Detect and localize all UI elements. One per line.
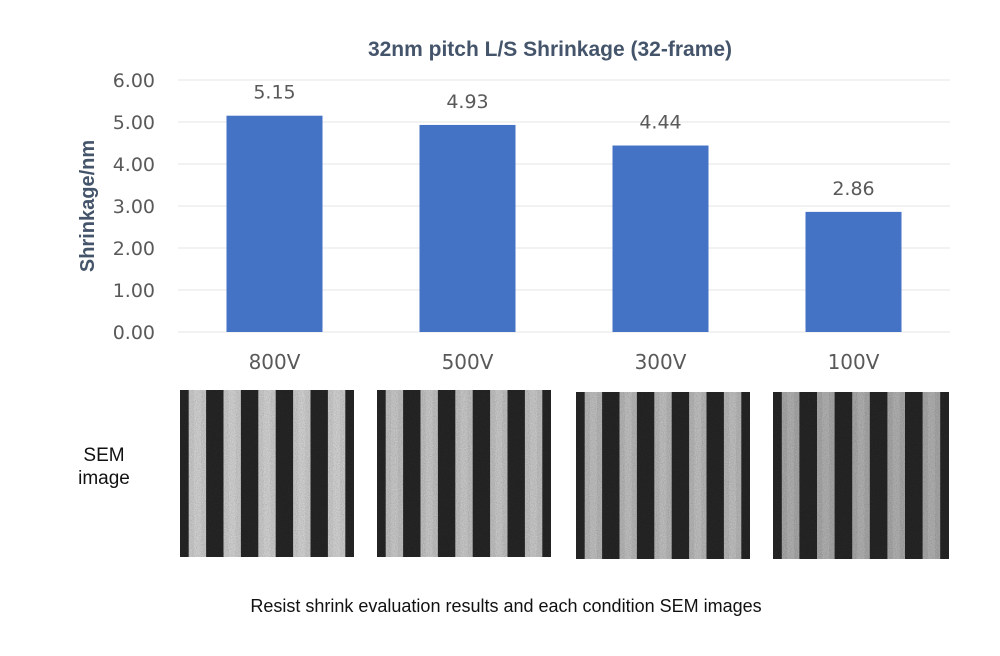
data-labels: 5.15 4.93 4.44 2.86 xyxy=(253,82,874,200)
bar-100v xyxy=(805,211,902,332)
bar-800v xyxy=(226,115,323,332)
y-axis-title: Shrinkage/nm xyxy=(77,140,99,272)
category-label: 800V xyxy=(249,350,301,374)
sem-image-500v xyxy=(377,390,551,557)
bars xyxy=(226,115,902,332)
data-label: 4.44 xyxy=(639,112,681,134)
y-tick-label: 0.00 xyxy=(113,322,155,344)
figure-caption: Resist shrink evaluation results and eac… xyxy=(250,596,761,616)
category-label: 300V xyxy=(635,350,687,374)
category-labels: 800V 500V 300V 100V xyxy=(249,350,880,374)
data-label: 2.86 xyxy=(832,178,874,200)
y-tick-label: 1.00 xyxy=(113,280,155,302)
sem-image-300v xyxy=(576,392,750,559)
chart-title: 32nm pitch L/S Shrinkage (32-frame) xyxy=(368,38,732,61)
sem-images xyxy=(180,390,949,559)
y-tick-label: 2.00 xyxy=(113,238,155,260)
y-tick-labels: 0.00 1.00 2.00 3.00 4.00 5.00 6.00 xyxy=(113,70,155,344)
sem-label-line2: image xyxy=(78,468,130,489)
y-tick-label: 5.00 xyxy=(113,112,155,134)
category-label: 500V xyxy=(442,350,494,374)
y-tick-label: 4.00 xyxy=(113,154,155,176)
sem-image-800v xyxy=(180,390,354,557)
bar-300v xyxy=(612,145,709,332)
category-label: 100V xyxy=(828,350,880,374)
data-label: 4.93 xyxy=(446,91,488,113)
sem-label-line1: SEM xyxy=(83,445,124,466)
y-tick-label: 3.00 xyxy=(113,196,155,218)
bar-500v xyxy=(419,124,516,332)
y-tick-label: 6.00 xyxy=(113,70,155,92)
sem-image-100v xyxy=(773,392,949,559)
data-label: 5.15 xyxy=(253,82,295,104)
